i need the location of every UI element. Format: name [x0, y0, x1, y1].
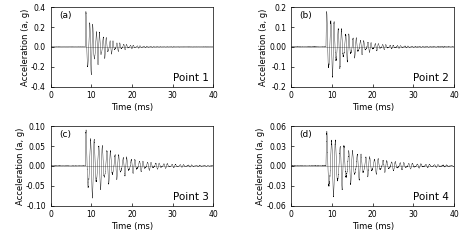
- Y-axis label: Acceleration (a, g): Acceleration (a, g): [16, 127, 25, 205]
- X-axis label: Time (ms): Time (ms): [111, 103, 153, 112]
- X-axis label: Time (ms): Time (ms): [352, 222, 394, 231]
- Text: Point 4: Point 4: [414, 192, 449, 201]
- Text: (a): (a): [59, 11, 71, 20]
- Text: (c): (c): [59, 130, 71, 139]
- Y-axis label: Acceleration (a, g): Acceleration (a, g): [21, 8, 30, 86]
- Text: Point 1: Point 1: [172, 73, 208, 82]
- Text: (d): (d): [300, 130, 312, 139]
- Y-axis label: Acceleration (a, g): Acceleration (a, g): [256, 127, 266, 205]
- Text: Point 3: Point 3: [172, 192, 208, 201]
- Text: Point 2: Point 2: [414, 73, 449, 82]
- Y-axis label: Acceleration (a, g): Acceleration (a, g): [259, 8, 268, 86]
- X-axis label: Time (ms): Time (ms): [111, 222, 153, 231]
- Text: (b): (b): [300, 11, 312, 20]
- X-axis label: Time (ms): Time (ms): [352, 103, 394, 112]
